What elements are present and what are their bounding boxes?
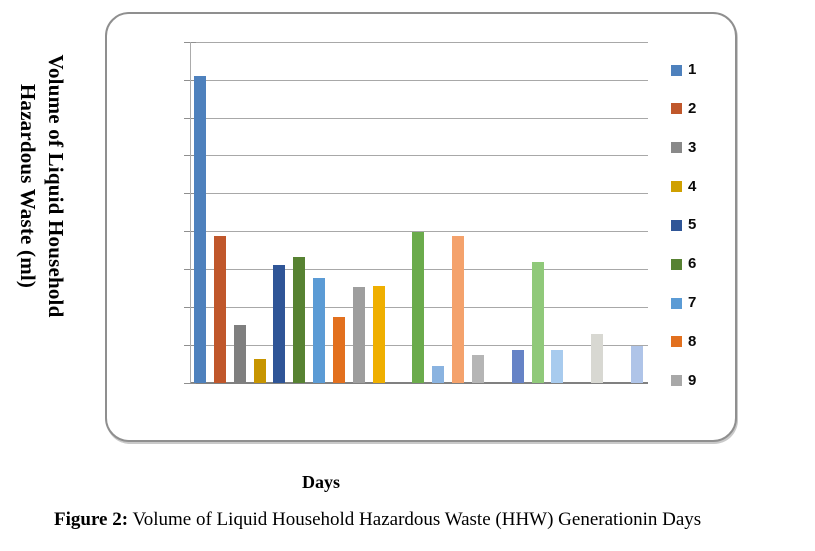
- y-axis-title-line1: Volume of Liquid Household: [44, 54, 68, 318]
- bar-day-18: [531, 261, 544, 383]
- legend-swatch-5: [671, 219, 682, 231]
- legend-swatch-2: [671, 103, 682, 115]
- legend-item-9: 9: [671, 372, 696, 390]
- y-axis-line: [190, 42, 191, 383]
- legend-item-6: 6: [671, 255, 696, 273]
- bar-day-3: [233, 325, 246, 383]
- legend-label-7: 7: [688, 294, 697, 312]
- bar-day-5: [273, 265, 286, 383]
- bar-day-7: [313, 277, 326, 383]
- bar-day-1: [194, 76, 206, 383]
- y-axis-tick: [184, 382, 196, 384]
- y-axis-title: Volume of Liquid Household Hazardous Was…: [14, 27, 70, 345]
- legend-label-8: 8: [688, 332, 697, 350]
- legend-label-3: 3: [688, 138, 697, 156]
- bar-day-19: [551, 349, 564, 383]
- legend-item-1: 1: [671, 61, 696, 79]
- bar-day-4: [253, 359, 266, 383]
- gridline: [190, 117, 648, 119]
- gridline: [190, 41, 648, 43]
- legend-swatch-9: [671, 375, 682, 387]
- gridline: [190, 193, 648, 195]
- bar-day-14: [452, 236, 465, 383]
- bar-day-13: [432, 365, 445, 383]
- legend-swatch-7: [671, 297, 682, 309]
- bar-day-15: [472, 354, 485, 383]
- bar-day-17: [511, 349, 524, 383]
- legend-swatch-6: [671, 258, 682, 270]
- legend-swatch-1: [671, 64, 682, 76]
- legend-item-3: 3: [671, 139, 696, 157]
- bar-day-21: [591, 334, 604, 383]
- legend-label-6: 6: [688, 255, 697, 273]
- gridline: [190, 79, 648, 81]
- figure-caption: Figure 2: Volume of Liquid Household Haz…: [54, 509, 799, 531]
- legend-item-4: 4: [671, 178, 696, 196]
- bar-day-23: [630, 346, 643, 383]
- y-axis-title-line2: Hazardous Waste (ml): [16, 83, 40, 289]
- legend-item-5: 5: [671, 216, 696, 234]
- gridline: [190, 231, 648, 233]
- bar-day-8: [333, 317, 346, 383]
- gridline: [190, 155, 648, 157]
- legend-label-4: 4: [688, 177, 697, 195]
- caption-text: Volume of Liquid Household Hazardous Was…: [128, 509, 702, 530]
- bar-day-6: [293, 256, 306, 383]
- legend-label-1: 1: [688, 61, 697, 78]
- legend-label-5: 5: [688, 216, 697, 234]
- legend-swatch-8: [671, 336, 682, 348]
- x-axis-title: Days: [302, 472, 341, 492]
- legend-swatch-3: [671, 142, 682, 154]
- legend-item-2: 2: [671, 100, 696, 118]
- bar-day-12: [412, 231, 425, 383]
- bar-day-10: [372, 286, 385, 383]
- x-axis-line: [190, 382, 648, 384]
- legend-label-9: 9: [688, 371, 697, 389]
- legend-item-7: 7: [671, 294, 696, 312]
- legend-swatch-4: [671, 181, 682, 193]
- legend-item-8: 8: [671, 333, 696, 351]
- caption-label: Figure 2:: [54, 509, 129, 530]
- bar-day-9: [352, 287, 365, 383]
- bar-day-2: [213, 236, 226, 383]
- legend-label-2: 2: [688, 99, 697, 117]
